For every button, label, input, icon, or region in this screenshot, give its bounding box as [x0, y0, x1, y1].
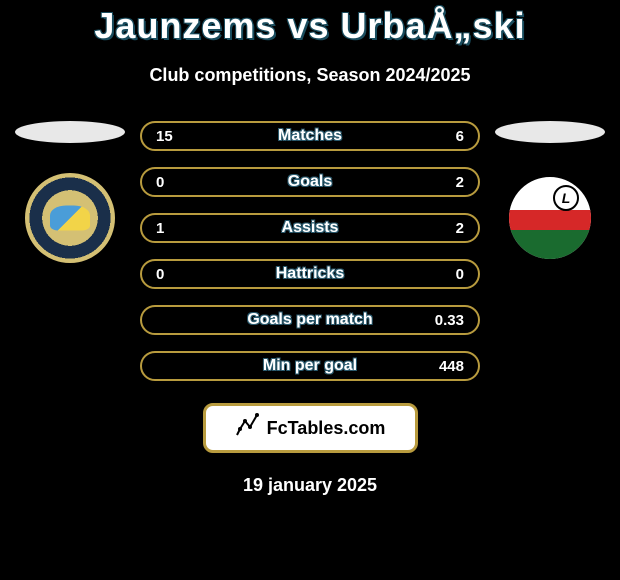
- stat-row-goals: 0 Goals 2: [140, 167, 480, 197]
- stat-left-value: 15: [156, 128, 196, 145]
- stat-label: Hattricks: [196, 265, 424, 283]
- stat-label: Matches: [196, 127, 424, 145]
- stat-left-value: 0: [156, 174, 196, 191]
- stat-left-value: 1: [156, 220, 196, 237]
- chart-icon: [235, 413, 261, 443]
- stat-row-matches: 15 Matches 6: [140, 121, 480, 151]
- stat-label: Assists: [196, 219, 424, 237]
- right-name-pill: [495, 121, 605, 143]
- footer-brand-badge: FcTables.com: [203, 403, 418, 453]
- stat-label: Goals per match: [196, 311, 424, 329]
- stat-row-assists: 1 Assists 2: [140, 213, 480, 243]
- date-text: 19 january 2025: [0, 475, 620, 496]
- left-player-column: [15, 121, 125, 263]
- stat-row-mpg: Min per goal 448: [140, 351, 480, 381]
- stat-label: Min per goal: [196, 357, 424, 375]
- comparison-title: Jaunzems vs UrbaÅ„ski: [0, 5, 620, 47]
- left-name-pill: [15, 121, 125, 143]
- stat-right-value: 2: [424, 174, 464, 191]
- stat-right-value: 2: [424, 220, 464, 237]
- stat-row-gpm: Goals per match 0.33: [140, 305, 480, 335]
- main-container: Jaunzems vs UrbaÅ„ski Club competitions,…: [0, 0, 620, 496]
- stat-right-value: 0.33: [424, 312, 464, 329]
- stat-row-hattricks: 0 Hattricks 0: [140, 259, 480, 289]
- stat-right-value: 448: [424, 358, 464, 375]
- footer-brand-text: FcTables.com: [267, 418, 386, 439]
- stats-column: 15 Matches 6 0 Goals 2 1 Assists 2 0 Hat…: [140, 121, 480, 381]
- stat-right-value: 6: [424, 128, 464, 145]
- left-club-badge: [25, 173, 115, 263]
- right-badge-letter: L: [553, 185, 579, 211]
- stat-left-value: 0: [156, 266, 196, 283]
- stat-right-value: 0: [424, 266, 464, 283]
- comparison-area: 15 Matches 6 0 Goals 2 1 Assists 2 0 Hat…: [0, 121, 620, 381]
- stat-label: Goals: [196, 173, 424, 191]
- right-player-column: L: [495, 121, 605, 263]
- subtitle: Club competitions, Season 2024/2025: [0, 65, 620, 86]
- right-club-badge: L: [505, 173, 595, 263]
